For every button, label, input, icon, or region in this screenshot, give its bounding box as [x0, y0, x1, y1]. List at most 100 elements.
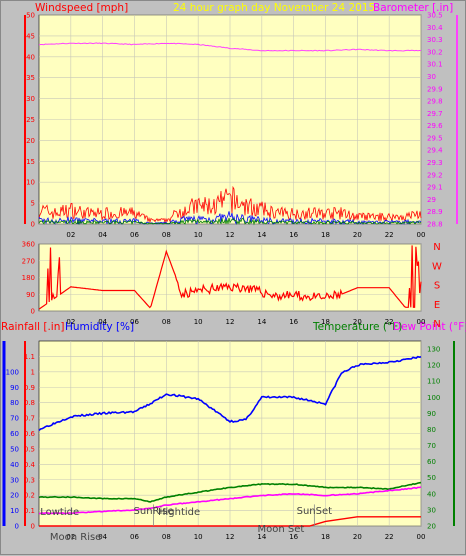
- direction-x-tick-18: 18: [321, 318, 330, 326]
- temp-y-tick-60: 60: [427, 458, 436, 466]
- compass-4: N: [433, 319, 440, 330]
- barometer-axis-title: Barometer [.in]: [373, 2, 454, 14]
- temp-y-tick-40: 40: [427, 490, 436, 498]
- rain-y-tick-0.8: 0.8: [24, 399, 35, 407]
- baro-y-tick-29.8: 29.8: [427, 98, 443, 106]
- direction-x-tick-20: 20: [353, 318, 362, 326]
- rain-y-tick-0.9: 0.9: [24, 384, 35, 392]
- wind-y-tick-25: 25: [26, 116, 35, 124]
- rain-y-tick-0.7: 0.7: [24, 415, 35, 423]
- rain-x-tick-20: 20: [353, 533, 362, 541]
- direction-y-tick-180: 180: [22, 274, 35, 282]
- lowtide-label: Lowtide: [40, 507, 79, 518]
- baro-y-tick-29.2: 29.2: [427, 171, 443, 179]
- baro-y-tick-29.9: 29.9: [427, 85, 443, 93]
- humidity-y-tick-50: 50: [10, 445, 19, 453]
- baro-y-tick-30: 30: [427, 73, 436, 81]
- temp-y-tick-50: 50: [427, 474, 436, 482]
- direction-x-tick-04: 04: [98, 318, 107, 326]
- humidity-axis-title: Humidity [%]: [65, 321, 135, 333]
- rain-x-tick-16: 16: [289, 533, 298, 541]
- temperature-series: [38, 481, 422, 503]
- moonrise-label: Moon Rise: [50, 532, 101, 543]
- compass-0: N: [433, 242, 440, 253]
- compass-2: S: [434, 281, 440, 292]
- wind-y-tick-50: 50: [26, 12, 35, 20]
- wind-y-tick-15: 15: [26, 158, 35, 166]
- rain-y-tick-0.2: 0.2: [24, 492, 35, 500]
- wind-y-tick-0: 0: [31, 221, 35, 229]
- humidity-y-tick-100: 100: [6, 368, 19, 376]
- direction-y-tick-270: 270: [22, 257, 35, 265]
- baro-y-tick-29.7: 29.7: [427, 110, 443, 118]
- compass-1: W: [432, 261, 442, 272]
- rain-x-tick-06: 06: [130, 533, 139, 541]
- baro-y-tick-30.1: 30.1: [427, 61, 443, 69]
- rain-x-tick-18: 18: [321, 533, 330, 541]
- wind-x-tick-08: 08: [162, 231, 171, 239]
- rain-y-tick-0: 0: [31, 523, 35, 531]
- wind-y-tick-45: 45: [26, 32, 35, 40]
- wind-x-tick-20: 20: [353, 231, 362, 239]
- direction-x-tick-10: 10: [194, 318, 203, 326]
- direction-x-tick-12: 12: [226, 318, 235, 326]
- rain-x-tick-02: 02: [66, 533, 75, 541]
- wind-y-tick-20: 20: [26, 137, 35, 145]
- rain-y-tick-0.6: 0.6: [24, 430, 36, 438]
- wind-x-tick-00: 00: [417, 231, 426, 239]
- rain-x-tick-00: 00: [417, 533, 426, 541]
- direction-y-tick-360: 360: [22, 241, 35, 249]
- direction-y-tick-0: 0: [31, 308, 35, 316]
- temp-y-tick-30: 30: [427, 506, 436, 514]
- wind-y-tick-5: 5: [31, 200, 35, 208]
- humidity-y-tick-80: 80: [10, 399, 19, 407]
- baro-y-tick-29.4: 29.4: [427, 147, 443, 155]
- direction-x-tick-16: 16: [289, 318, 298, 326]
- windspeed-series: [38, 185, 422, 224]
- rain-y-tick-0.1: 0.1: [24, 507, 35, 515]
- baro-y-tick-30.4: 30.4: [427, 24, 443, 32]
- wind-y-tick-10: 10: [26, 179, 35, 187]
- temp-y-tick-70: 70: [427, 442, 436, 450]
- hightide-label: Hightide: [158, 507, 200, 518]
- direction-x-tick-14: 14: [257, 318, 266, 326]
- temp-y-tick-20: 20: [427, 523, 436, 531]
- wind-x-tick-14: 14: [257, 231, 266, 239]
- rain-y-tick-0.4: 0.4: [24, 461, 36, 469]
- direction-x-tick-06: 06: [130, 318, 139, 326]
- baro-y-tick-29.6: 29.6: [427, 122, 443, 130]
- direction-x-tick-02: 02: [66, 318, 75, 326]
- direction-y-tick-90: 90: [26, 291, 35, 299]
- humidity-series: [38, 355, 422, 432]
- temp-y-tick-130: 130: [427, 346, 440, 354]
- wind-y-tick-40: 40: [26, 53, 35, 61]
- baro-y-tick-28.9: 28.9: [427, 208, 443, 216]
- wind-x-tick-10: 10: [194, 231, 203, 239]
- rainfall-axis-title: Rainfall [.in]: [1, 321, 65, 333]
- dewpoint-axis-title: Dew Point (°F): [393, 321, 466, 333]
- baro-y-tick-30.3: 30.3: [427, 36, 443, 44]
- baro-y-tick-30.2: 30.2: [427, 48, 443, 56]
- humidity-y-tick-0: 0: [15, 523, 19, 531]
- direction-x-tick-00: 00: [417, 318, 426, 326]
- rain-y-tick-0.5: 0.5: [24, 445, 35, 453]
- rain-x-tick-14: 14: [257, 533, 266, 541]
- wind-y-tick-35: 35: [26, 74, 35, 82]
- rain-y-tick-1.1: 1.1: [24, 353, 35, 361]
- wind-direction-series: [38, 245, 422, 310]
- sunrise-label: SunRise: [134, 506, 174, 517]
- baro-y-tick-29.3: 29.3: [427, 159, 443, 167]
- wind-x-tick-02: 02: [66, 231, 75, 239]
- graph-title: 24 hour graph day November 24 2015: [173, 2, 376, 14]
- rain-x-tick-12: 12: [226, 533, 235, 541]
- sunset-label: SunSet: [297, 506, 333, 517]
- temp-y-tick-120: 120: [427, 362, 440, 370]
- moonset-label: Moon Set: [258, 524, 305, 535]
- wind-x-tick-22: 22: [385, 231, 394, 239]
- wind-x-tick-04: 04: [98, 231, 107, 239]
- compass-3: E: [434, 300, 440, 311]
- baro-y-tick-28.8: 28.8: [427, 221, 443, 229]
- direction-x-tick-22: 22: [385, 318, 394, 326]
